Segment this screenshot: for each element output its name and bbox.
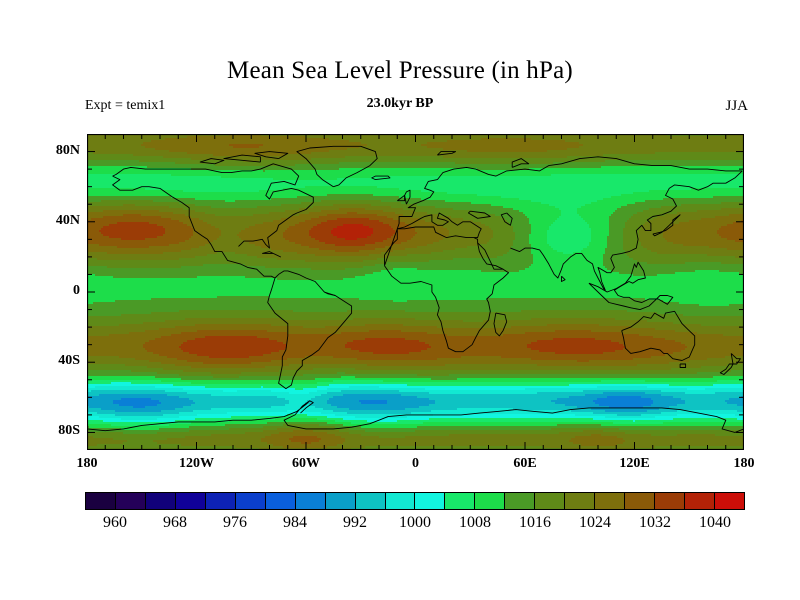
- colorbar-band: [175, 493, 206, 509]
- season-label: JJA: [725, 98, 748, 114]
- colorbar-band: [145, 493, 176, 509]
- colorbar-tick-label: 1008: [459, 514, 491, 531]
- colorbar-band: [625, 493, 656, 509]
- colorbar-tick-label: 960: [103, 514, 127, 531]
- experiment-label: Expt = temix1: [85, 98, 166, 113]
- colorbar-band: [205, 493, 236, 509]
- x-tick-label: 0: [412, 456, 419, 471]
- map-plot-area: [87, 134, 744, 450]
- y-tick-label: 40N: [55, 212, 80, 228]
- colorbar-band: [355, 493, 386, 509]
- colorbar-band: [505, 493, 536, 509]
- colorbar-band: [535, 493, 566, 509]
- colorbar-tick-label: 968: [163, 514, 187, 531]
- colorbar-band: [715, 493, 744, 509]
- colorbar-band: [595, 493, 626, 509]
- colorbar-band: [445, 493, 476, 509]
- colorbar-band: [475, 493, 506, 509]
- y-tick-label: 40S: [58, 353, 80, 369]
- plot-frame: [87, 134, 744, 450]
- x-tick-label: 60W: [292, 456, 320, 471]
- colorbar: [85, 492, 745, 510]
- colorbar-band: [295, 493, 326, 509]
- colorbar-tick-label: 992: [343, 514, 367, 531]
- page-title: Mean Sea Level Pressure (in hPa): [227, 57, 573, 84]
- colorbar-band: [115, 493, 146, 509]
- x-tick-label: 180: [733, 456, 755, 471]
- colorbar-band: [235, 493, 266, 509]
- y-tick-label: 80S: [58, 423, 80, 439]
- colorbar-tick-label: 1040: [699, 514, 731, 531]
- colorbar-tick-label: 1024: [579, 514, 611, 531]
- chart-subtitle: 23.0kyr BP: [366, 96, 434, 111]
- colorbar-band: [325, 493, 356, 509]
- colorbar-band: [265, 493, 296, 509]
- coastlines: [87, 145, 744, 433]
- y-tick-label: 0: [73, 283, 80, 298]
- colorbar-band: [565, 493, 596, 509]
- colorbar-tick-label: 976: [223, 514, 247, 531]
- colorbar-tick-label: 1032: [639, 514, 671, 531]
- y-axis-labels: 80N 40N 0 40S 80S: [30, 0, 80, 600]
- x-tick-label: 180: [76, 456, 98, 471]
- colorbar-tick-label: 1000: [399, 514, 431, 531]
- colorbar-tick-label: 984: [283, 514, 307, 531]
- colorbar-tick-label: 1016: [519, 514, 551, 531]
- colorbar-band: [86, 493, 116, 509]
- colorbar-band: [385, 493, 416, 509]
- x-tick-label: 120W: [179, 456, 214, 471]
- x-tick-label: 60E: [513, 456, 537, 471]
- y-tick-label: 80N: [55, 142, 80, 158]
- x-tick-label: 120E: [619, 456, 650, 471]
- colorbar-band: [415, 493, 446, 509]
- colorbar-band: [685, 493, 716, 509]
- mslp-contour-map: [87, 134, 744, 450]
- colorbar-band: [655, 493, 686, 509]
